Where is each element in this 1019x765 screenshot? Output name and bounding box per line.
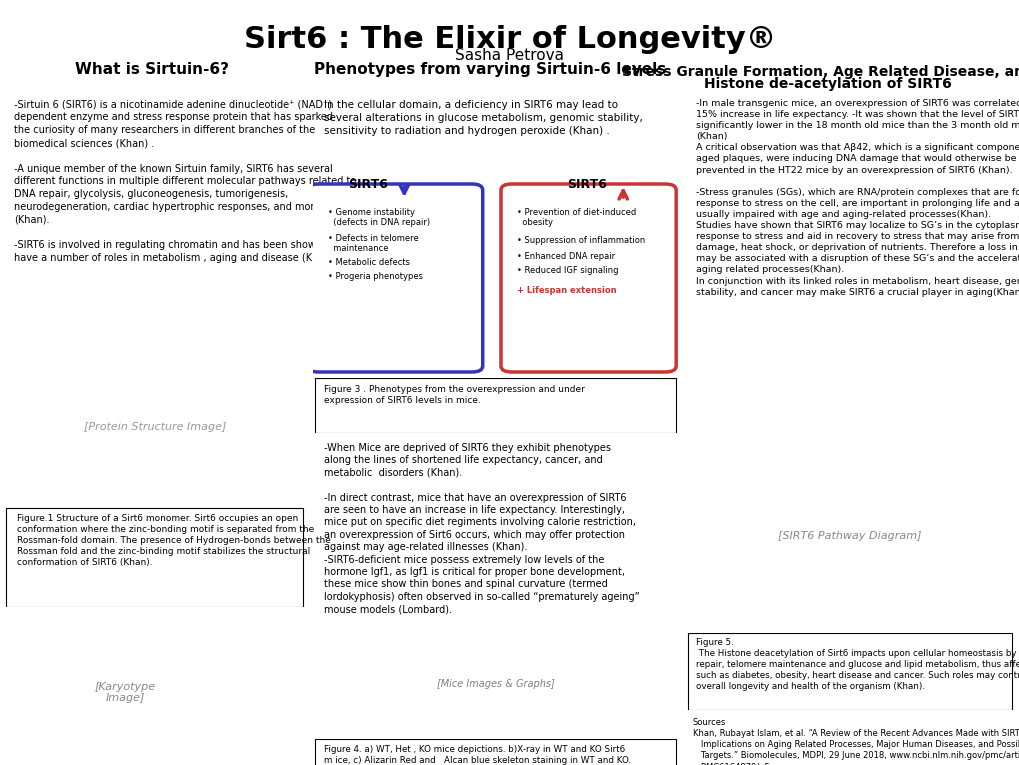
Text: -Sirtuin 6 (SIRT6) is a nicotinamide adenine dinucleotide⁺ (NAD⁺)
dependent enzy: -Sirtuin 6 (SIRT6) is a nicotinamide ade…	[14, 99, 356, 263]
FancyBboxPatch shape	[307, 184, 482, 372]
Text: [Karyotype
Image]: [Karyotype Image]	[95, 682, 156, 703]
Text: [Protein Structure Image]: [Protein Structure Image]	[84, 422, 226, 432]
Text: • Defects in telomere
  maintenance: • Defects in telomere maintenance	[327, 234, 418, 253]
Text: • Prevention of diet-induced
  obesity: • Prevention of diet-induced obesity	[517, 208, 636, 227]
FancyBboxPatch shape	[500, 184, 676, 372]
Text: -When Mice are deprived of SIRT6 they exhibit phenotypes
along the lines of shor: -When Mice are deprived of SIRT6 they ex…	[324, 443, 639, 614]
Text: SIRT6: SIRT6	[567, 177, 606, 190]
Text: Sirt6 : The Elixir of Longevity®: Sirt6 : The Elixir of Longevity®	[244, 25, 775, 54]
Text: + Lifespan extension: + Lifespan extension	[517, 286, 616, 295]
Text: Figure 3 . Phenotypes from the overexpression and under
expression of SIRT6 leve: Figure 3 . Phenotypes from the overexpre…	[324, 385, 584, 405]
Text: Histone de-acetylation of SIRT6: Histone de-acetylation of SIRT6	[703, 77, 951, 91]
Text: Figure.1 Structure of a Sirt6 monomer. Sirt6 occupies an open
conformation where: Figure.1 Structure of a Sirt6 monomer. S…	[17, 514, 330, 568]
Text: • Suppression of inflammation: • Suppression of inflammation	[517, 236, 645, 245]
Text: Phenotypes from varying Sirtuin-6 levels: Phenotypes from varying Sirtuin-6 levels	[314, 62, 665, 77]
Text: • Reduced IGF signaling: • Reduced IGF signaling	[517, 266, 619, 275]
Text: Sasha Petrova: Sasha Petrova	[455, 48, 564, 63]
Text: • Progeria phenotypes: • Progeria phenotypes	[327, 272, 422, 281]
Text: • Enhanced DNA repair: • Enhanced DNA repair	[517, 252, 614, 261]
Text: Sources
Khan, Rubayat Islam, et al. “A Review of the Recent Advances Made with S: Sources Khan, Rubayat Islam, et al. “A R…	[692, 718, 1019, 765]
Text: Figure 5.
 The Histone deacetylation of Sirt6 impacts upon cellular homeostasis : Figure 5. The Histone deacetylation of S…	[695, 637, 1019, 691]
Text: [SIRT6 Pathway Diagram]: [SIRT6 Pathway Diagram]	[777, 531, 921, 541]
Text: • Metabolic defects: • Metabolic defects	[327, 258, 410, 267]
Text: [Mice Images & Graphs]: [Mice Images & Graphs]	[436, 679, 554, 689]
Text: • Genome instability
  (defects in DNA repair): • Genome instability (defects in DNA rep…	[327, 208, 429, 227]
Text: Stress Granule Formation, Age Related Disease, and: Stress Granule Formation, Age Related Di…	[622, 65, 1019, 79]
Text: -In male transgenic mice, an overexpression of SIRT6 was correlated with a
15% i: -In male transgenic mice, an overexpress…	[695, 99, 1019, 297]
Text: SIRT6: SIRT6	[347, 177, 387, 190]
Text: What is Sirtuin-6?: What is Sirtuin-6?	[75, 62, 229, 77]
Text: In the cellular domain, a deficiency in SIRT6 may lead to
several alterations in: In the cellular domain, a deficiency in …	[324, 100, 642, 135]
Text: Figure 4. a) WT, Het , KO mice depictions. b)X-ray in WT and KO Sirt6
m ice, c) : Figure 4. a) WT, Het , KO mice depiction…	[324, 745, 632, 765]
